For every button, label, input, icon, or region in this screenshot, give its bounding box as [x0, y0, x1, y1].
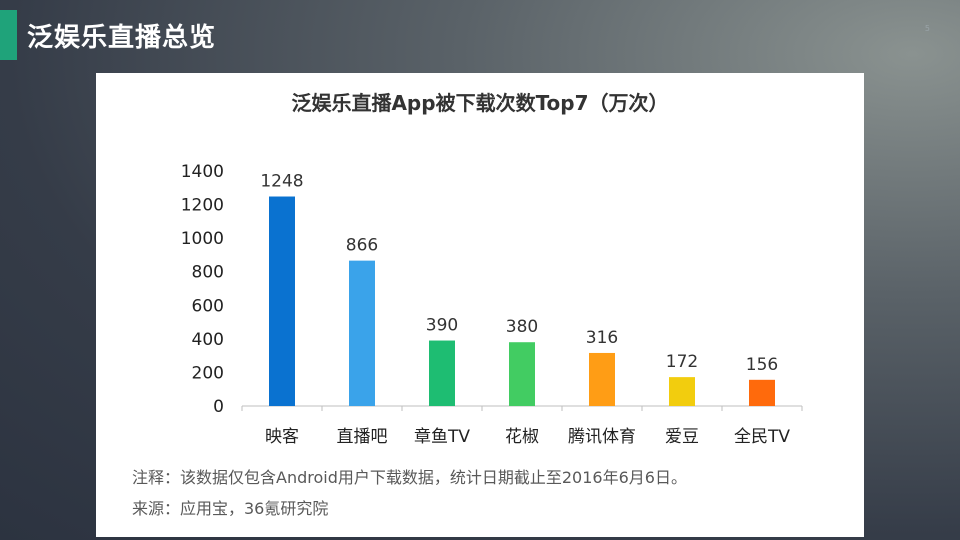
chart-note: 注释：该数据仅包含Android用户下载数据，统计日期截止至2016年6月6日。	[132, 468, 687, 487]
bar	[669, 377, 695, 406]
title-accent-bar	[0, 10, 17, 60]
y-tick-label: 0	[213, 397, 224, 417]
bar-value-label: 172	[666, 352, 698, 372]
slide-title: 泛娱乐直播总览	[27, 23, 217, 53]
category-label: 章鱼TV	[414, 427, 470, 447]
y-tick-label: 1200	[181, 196, 224, 216]
bar-value-label: 1248	[260, 172, 303, 192]
chart-title: 泛娱乐直播App被下载次数Top7（万次）	[291, 91, 668, 115]
bar-value-label: 380	[506, 317, 538, 337]
page-number: 5	[924, 24, 930, 33]
y-tick-label: 800	[192, 263, 224, 283]
category-label: 直播吧	[337, 427, 388, 447]
y-tick-label: 400	[192, 330, 224, 350]
chart-card: 泛娱乐直播App被下载次数Top7（万次） 0 200 400 600 800 1000 1…	[96, 73, 864, 537]
category-label: 映客	[265, 427, 299, 447]
slide-title-bar: 泛娱乐直播总览 5	[0, 10, 960, 60]
category-label: 全民TV	[734, 427, 790, 447]
bar-chart: 泛娱乐直播App被下载次数Top7（万次） 0 200 400 600 800 1000 1…	[181, 91, 803, 447]
bar	[589, 352, 615, 406]
bar-value-label: 316	[586, 328, 618, 348]
category-label: 花椒	[505, 427, 539, 447]
y-tick-label: 1000	[181, 229, 224, 249]
y-tick-label: 600	[192, 296, 224, 316]
category-label: 爱豆	[665, 427, 699, 447]
category-label: 腾讯体育	[568, 427, 636, 447]
chart-source: 来源：应用宝，36氪研究院	[132, 499, 329, 518]
bar	[429, 340, 455, 406]
bar	[349, 260, 375, 406]
bar-value-label: 156	[746, 355, 778, 375]
y-tick-label: 1400	[181, 162, 224, 182]
bar-value-label: 866	[346, 236, 378, 256]
bar	[749, 379, 775, 406]
bar	[509, 342, 535, 406]
bar-value-label: 390	[426, 316, 458, 336]
bar	[269, 196, 295, 406]
y-tick-label: 200	[192, 363, 224, 383]
